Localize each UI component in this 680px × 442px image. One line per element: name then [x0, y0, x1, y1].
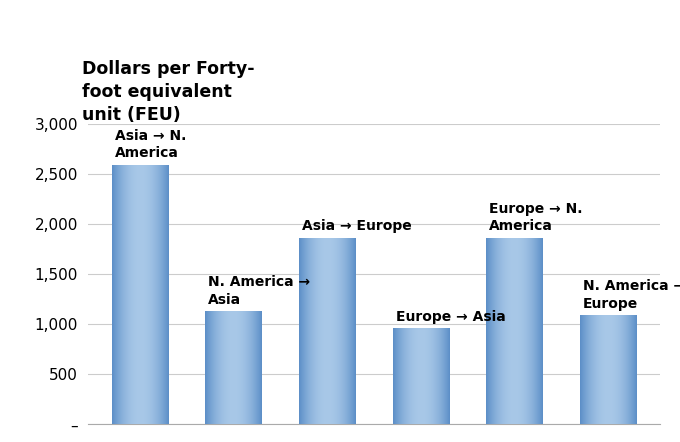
Bar — [393, 329, 449, 424]
Text: Europe → Asia: Europe → Asia — [396, 310, 505, 324]
Text: N. America →
Asia: N. America → Asia — [208, 275, 310, 307]
Text: Asia → Europe: Asia → Europe — [302, 220, 411, 233]
Bar — [299, 239, 355, 424]
Text: N. America →
Europe: N. America → Europe — [583, 279, 680, 311]
Text: Dollars per Forty-
foot equivalent
unit (FEU): Dollars per Forty- foot equivalent unit … — [82, 60, 254, 124]
Bar — [580, 316, 636, 424]
Bar — [486, 239, 543, 424]
Text: Europe → N.
America: Europe → N. America — [489, 202, 583, 233]
Text: Asia → N.
America: Asia → N. America — [115, 129, 186, 160]
Bar — [112, 166, 168, 424]
Bar — [205, 312, 262, 424]
